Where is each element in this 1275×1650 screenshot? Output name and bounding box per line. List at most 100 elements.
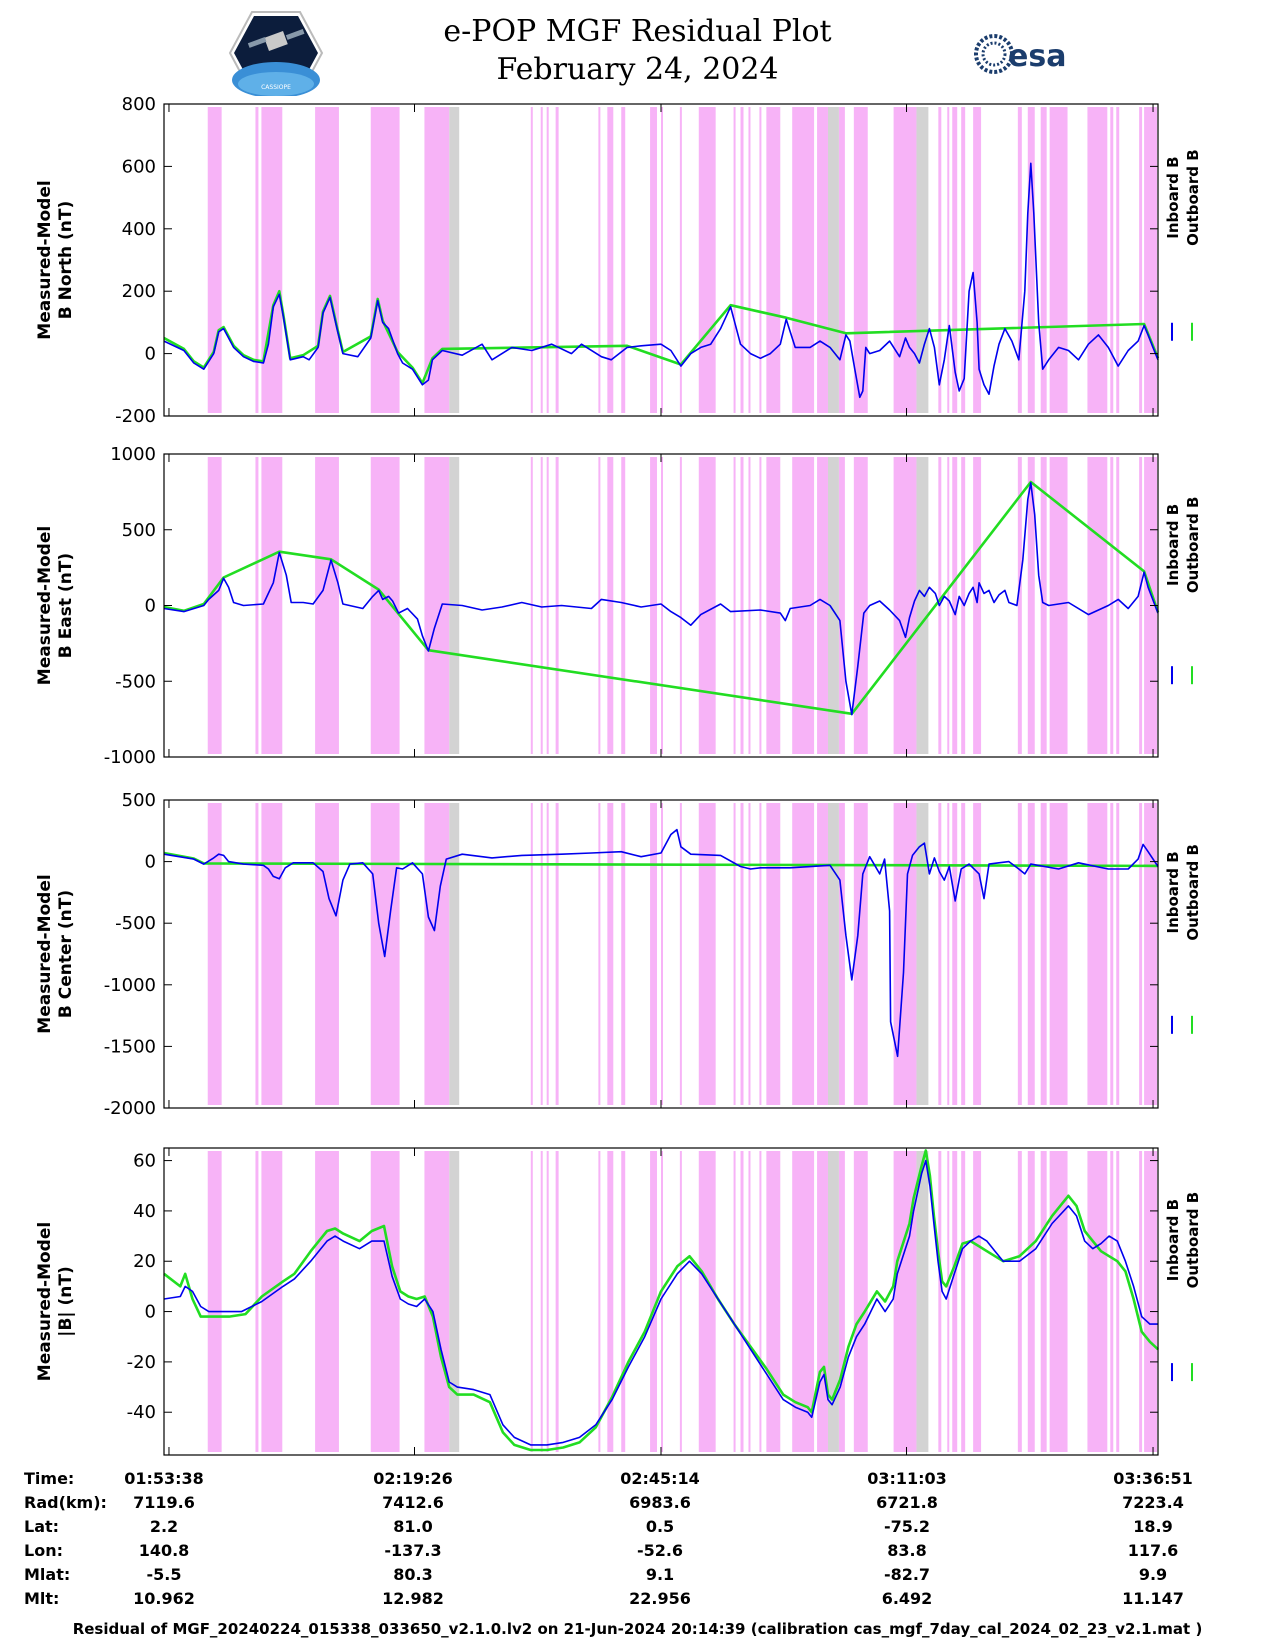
legend-outboard: Outboard B	[1184, 844, 1202, 941]
esa-logo: esa	[972, 32, 1092, 76]
highlight-band	[1139, 107, 1143, 413]
y-axis-label-line: B North (nT)	[56, 201, 76, 320]
row-value: 6983.6	[629, 1493, 691, 1512]
legend-inboard: Inboard B	[1164, 504, 1182, 586]
y-axis-label: Measured-ModelB East (nT)	[35, 526, 76, 685]
highlight-band	[607, 1151, 614, 1452]
highlight-band	[598, 1151, 601, 1452]
y-tick-label: -500	[115, 913, 156, 934]
highlight-band	[650, 107, 658, 413]
highlight-band	[546, 457, 549, 754]
highlight-band	[938, 803, 942, 1105]
highlight-band	[893, 107, 917, 413]
highlight-band	[947, 1151, 950, 1452]
highlight-band	[546, 1151, 549, 1452]
highlight-band	[766, 803, 781, 1105]
highlight-band	[740, 803, 744, 1105]
panel-3: -2000 -1500 -1000 -500 0 500 Measured-ModelB C…	[35, 790, 1202, 1119]
highlight-band	[792, 803, 815, 1105]
row-label: Time:	[24, 1469, 74, 1488]
highlight-band	[961, 803, 966, 1105]
highlight-band	[1017, 1151, 1022, 1452]
series-inboard	[163, 1159, 1158, 1446]
highlight-band	[698, 803, 716, 1105]
highlight-band	[1017, 457, 1022, 754]
row-value: 03:36:51	[1113, 1469, 1193, 1488]
highlight-band	[947, 803, 950, 1105]
highlight-band	[1027, 1151, 1035, 1452]
highlight-band	[598, 803, 601, 1105]
y-axis-label-line: Measured-Model	[35, 874, 55, 1033]
series-inboard	[163, 481, 1159, 716]
highlight-band	[1017, 803, 1022, 1105]
row-value: 83.8	[887, 1541, 926, 1560]
chart-subtitle: February 24, 2024	[496, 52, 779, 87]
highlight-band	[1040, 803, 1047, 1105]
gray-band	[916, 107, 926, 413]
highlight-band	[598, 107, 601, 413]
highlight-band	[661, 1151, 663, 1452]
y-axis-label-line: B Center (nT)	[56, 890, 76, 1018]
row-value: 81.0	[393, 1517, 432, 1536]
highlight-band	[255, 803, 259, 1105]
highlight-band	[540, 803, 543, 1105]
highlight-band	[370, 107, 400, 413]
highlight-band	[1049, 107, 1068, 413]
gray-band	[924, 107, 929, 413]
row-value: 7223.4	[1122, 1493, 1184, 1512]
panel-2: -1000 -500 0 500 1000 Measured-ModelB East (n…	[35, 444, 1202, 768]
highlight-band	[792, 1151, 815, 1452]
highlight-band	[261, 803, 283, 1105]
gray-band	[449, 1151, 460, 1452]
highlight-band	[1027, 803, 1035, 1105]
row-value: 117.6	[1128, 1541, 1179, 1560]
highlight-band	[938, 107, 942, 413]
legend-inboard: Inboard B	[1164, 156, 1182, 238]
row-value: 9.9	[1139, 1565, 1167, 1584]
highlight-band	[838, 803, 845, 1105]
series-outboard	[163, 480, 1160, 716]
y-tick-label: 1000	[110, 444, 156, 465]
y-tick-label: -200	[115, 406, 156, 427]
highlight-band	[759, 1151, 762, 1452]
row-label: Mlt:	[24, 1589, 59, 1608]
highlight-band	[952, 1151, 958, 1452]
row-value: 01:53:38	[124, 1469, 204, 1488]
highlight-band	[973, 803, 982, 1105]
highlight-band	[1049, 457, 1068, 754]
y-tick-label: 0	[145, 596, 156, 617]
highlight-band	[315, 803, 339, 1105]
row-value: 11.147	[1122, 1589, 1184, 1608]
y-tick-label: -2000	[104, 1098, 156, 1119]
y-tick-label: 0	[145, 852, 156, 873]
y-axis-label-line: B East (nT)	[56, 553, 76, 658]
y-axis-label: Measured-ModelB Center (nT)	[35, 874, 76, 1033]
highlight-band	[1040, 1151, 1047, 1452]
highlight-band	[853, 107, 868, 413]
highlight-band	[1139, 803, 1143, 1105]
highlight-band	[1087, 457, 1108, 754]
y-tick-label: 600	[122, 156, 156, 177]
y-tick-label: -40	[127, 1402, 156, 1423]
highlight-band	[698, 107, 716, 413]
y-axis-label: Measured-ModelB North (nT)	[35, 180, 76, 339]
gray-band	[827, 457, 839, 754]
highlight-band	[621, 803, 626, 1105]
highlight-band	[679, 457, 682, 754]
highlight-band	[952, 803, 958, 1105]
series-inboard	[163, 162, 1159, 399]
highlight-band	[698, 1151, 716, 1452]
highlight-band	[748, 457, 751, 754]
highlight-band	[540, 1151, 543, 1452]
y-axis-label-line: Measured-Model	[35, 180, 55, 339]
highlight-band	[766, 1151, 781, 1452]
ephemeris-table: Time: 01:53:38 02:19:26 02:45:14 03:11:03 03:…	[24, 1469, 1193, 1608]
row-value: 80.3	[393, 1565, 432, 1584]
header: CASSIOPE e-POP MGF Residual Plot Februar…	[0, 0, 1275, 100]
highlight-band	[853, 803, 868, 1105]
row-value: 10.962	[133, 1589, 195, 1608]
legend-inboard: Inboard B	[1164, 1199, 1182, 1281]
highlight-band	[733, 457, 736, 754]
highlight-band	[661, 803, 663, 1105]
